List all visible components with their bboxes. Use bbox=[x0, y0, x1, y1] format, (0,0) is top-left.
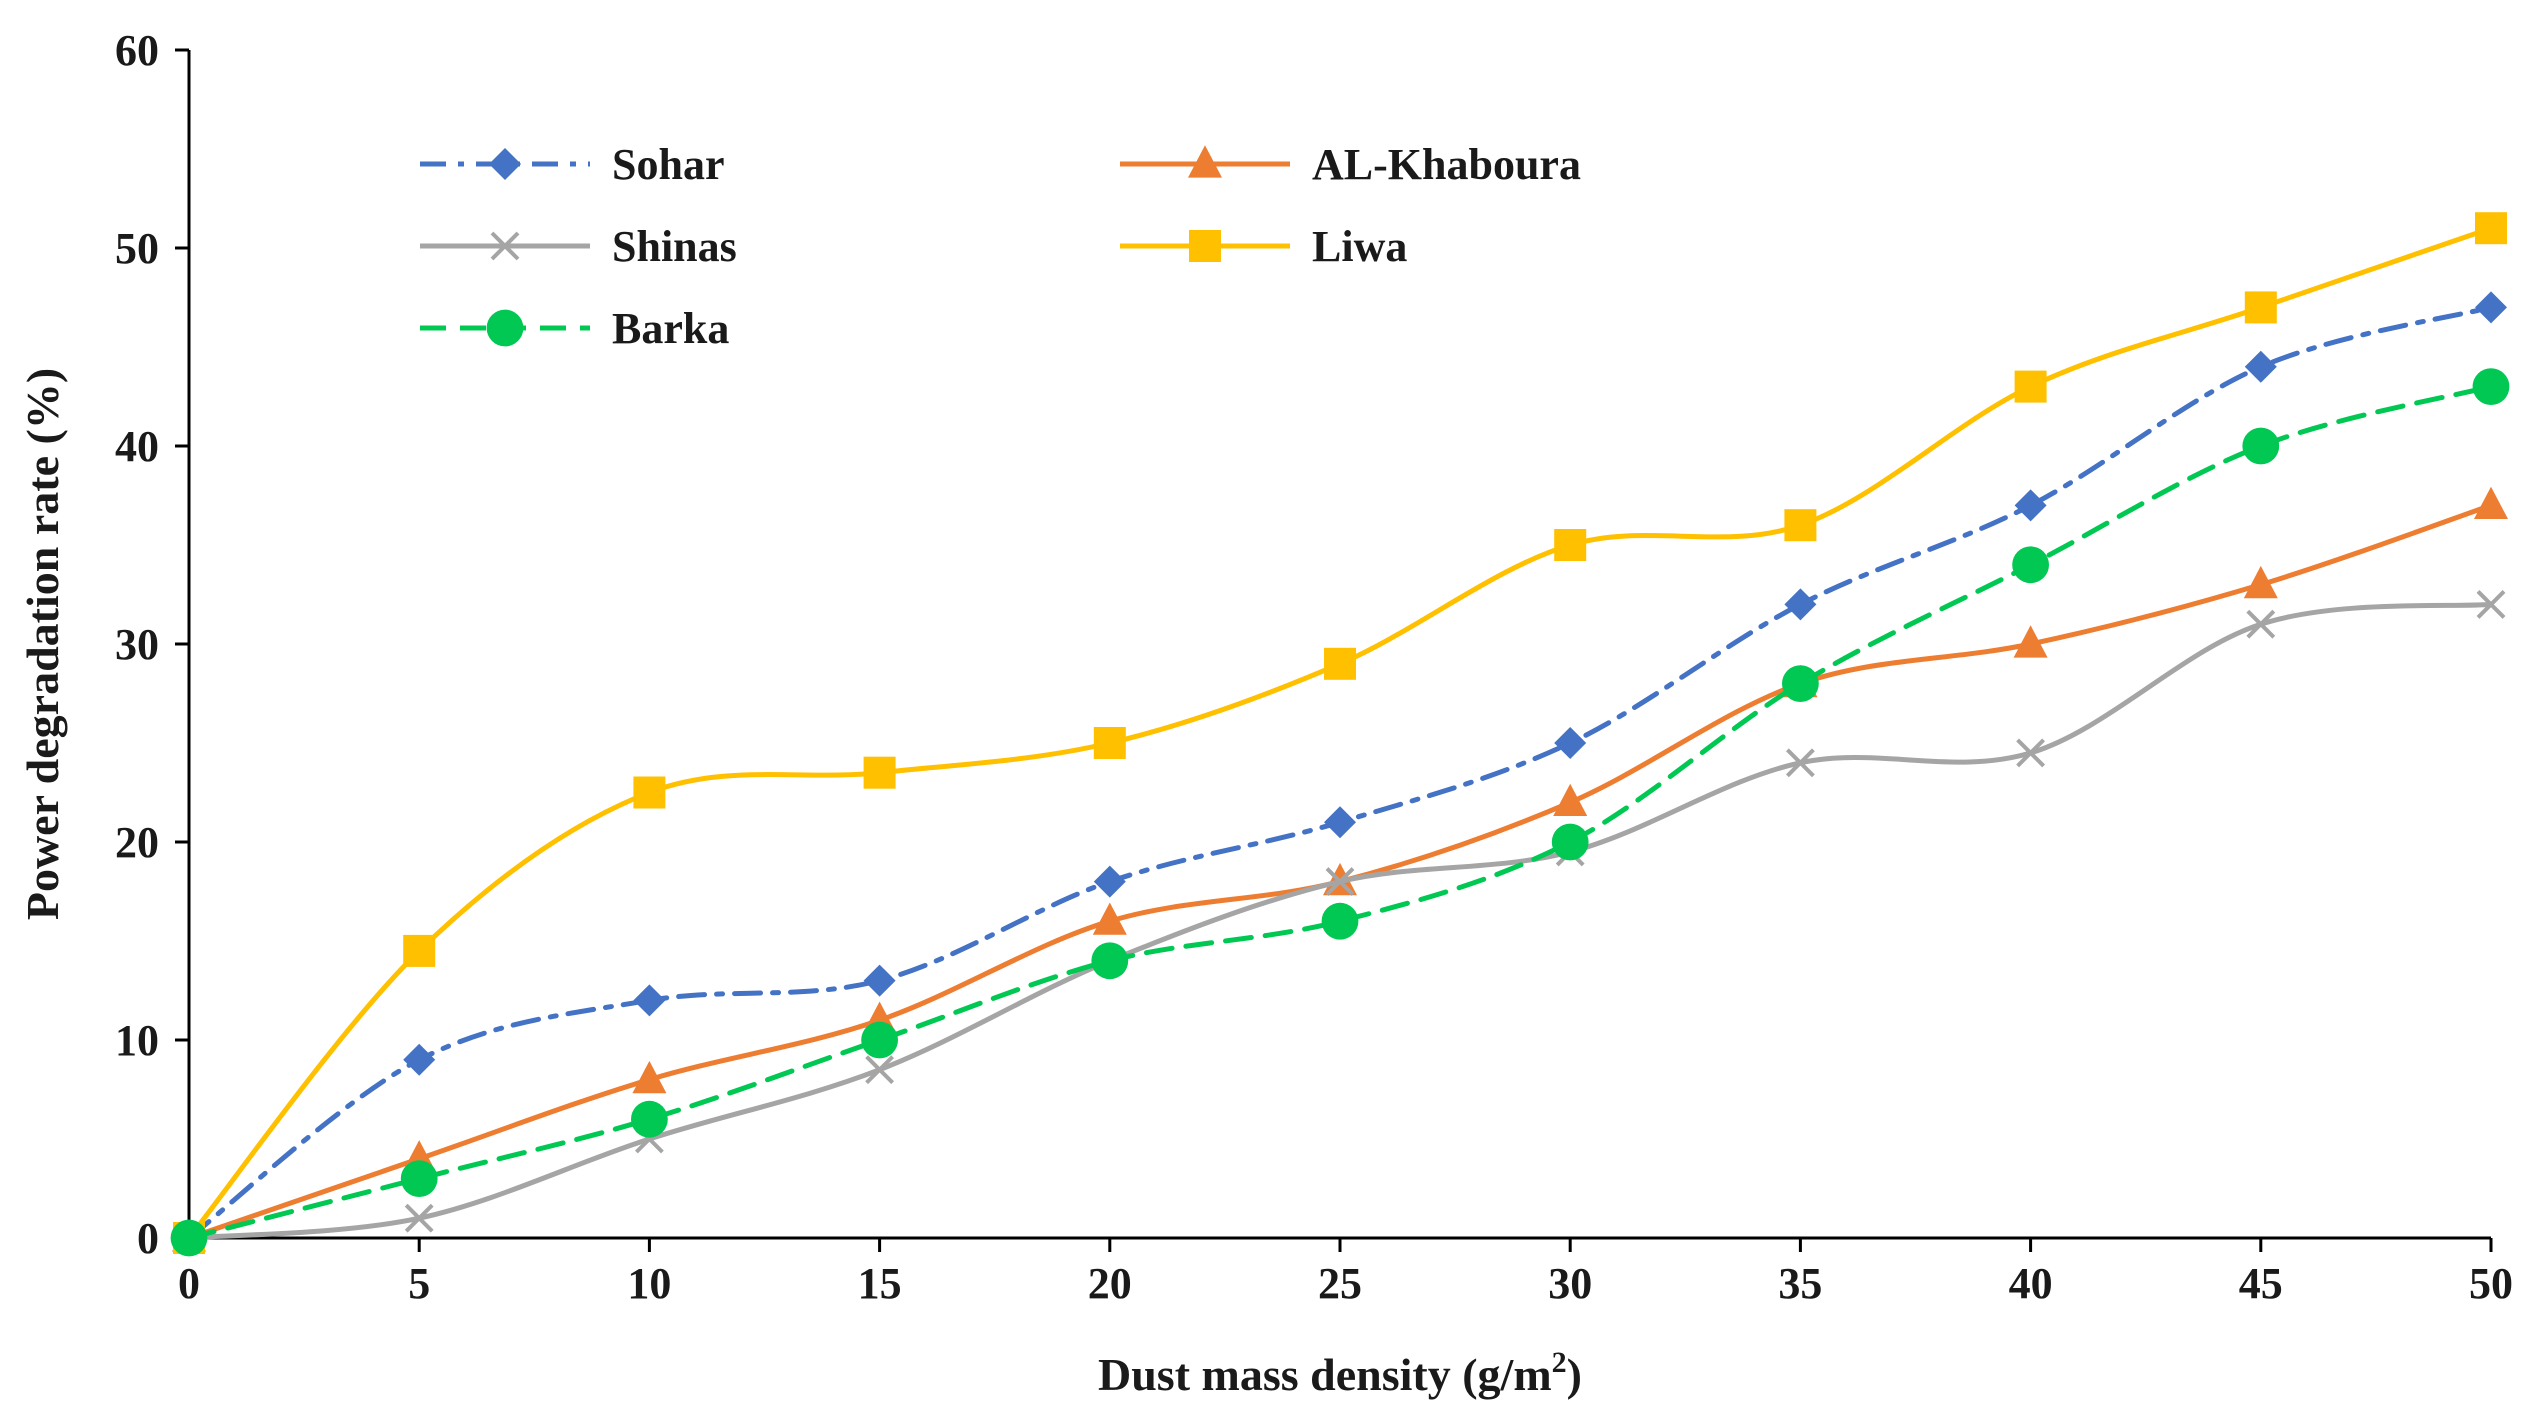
x-tick-label: 30 bbox=[1548, 1259, 1592, 1308]
y-tick-label: 0 bbox=[137, 1214, 159, 1263]
legend-marker bbox=[489, 148, 521, 180]
series-line bbox=[186, 225, 2494, 1241]
legend-marker bbox=[490, 231, 520, 261]
legend-label: Shinas bbox=[612, 222, 737, 271]
y-tick-label: 50 bbox=[115, 224, 159, 273]
data-point bbox=[2013, 625, 2048, 658]
data-point bbox=[1324, 806, 1356, 839]
data-point bbox=[2014, 370, 2047, 403]
data-point bbox=[2475, 212, 2507, 245]
data-point bbox=[2475, 291, 2507, 324]
legend-marker bbox=[1189, 230, 1221, 262]
data-point bbox=[1782, 665, 1819, 702]
data-point bbox=[2242, 427, 2280, 465]
data-point bbox=[861, 1021, 898, 1059]
x-ticks: 0 5 10 15 20 25 30 35 40 45 50 bbox=[178, 1238, 2513, 1308]
x-tick-label: 50 bbox=[2469, 1259, 2513, 1308]
y-tick-label: 10 bbox=[115, 1016, 159, 1065]
data-point bbox=[1324, 647, 1356, 680]
x-axis-title-main: Dust mass density (g/m bbox=[1098, 1349, 1552, 1400]
x-axis-title-end: ) bbox=[1567, 1349, 1582, 1400]
legend-label: AL-Khaboura bbox=[1312, 140, 1581, 189]
legend-marker bbox=[486, 309, 524, 347]
legend: Sohar AL-Khaboura Shinas Liwa Barka bbox=[420, 140, 1581, 353]
data-point bbox=[631, 1100, 668, 1138]
y-ticks: 0 10 20 30 40 50 60 bbox=[115, 26, 189, 1263]
data-point bbox=[1093, 727, 1126, 759]
data-point bbox=[400, 1160, 438, 1197]
legend-item: AL-Khaboura bbox=[1120, 140, 1581, 189]
data-point bbox=[1553, 783, 1588, 816]
x-tick-label: 15 bbox=[858, 1259, 902, 1308]
data-point bbox=[2012, 546, 2049, 584]
series-line bbox=[186, 304, 2494, 1241]
data-point bbox=[1321, 902, 1359, 940]
x-tick-label: 5 bbox=[408, 1259, 430, 1308]
data-point bbox=[863, 756, 896, 789]
y-tick-label: 40 bbox=[115, 422, 159, 471]
x-tick-label: 0 bbox=[178, 1259, 200, 1308]
legend-label: Barka bbox=[612, 304, 729, 353]
data-point bbox=[2014, 489, 2047, 522]
data-point bbox=[633, 984, 666, 1017]
x-tick-label: 35 bbox=[1778, 1259, 1822, 1308]
data-point bbox=[2246, 609, 2276, 639]
data-point bbox=[403, 934, 436, 967]
legend-item: Barka bbox=[420, 304, 729, 353]
x-tick-label: 45 bbox=[2239, 1259, 2283, 1308]
series-sohar bbox=[173, 291, 2507, 1254]
data-point bbox=[1093, 865, 1126, 898]
series-barka bbox=[170, 368, 2510, 1257]
data-point bbox=[2472, 368, 2510, 405]
series-al-khaboura bbox=[172, 486, 2508, 1252]
x-tick-label: 20 bbox=[1088, 1259, 1132, 1308]
y-axis-title: Power degradation rate (%) bbox=[17, 368, 68, 920]
data-point bbox=[2474, 486, 2508, 519]
data-point bbox=[1091, 942, 1129, 980]
data-point bbox=[1554, 529, 1587, 561]
legend-label: Sohar bbox=[612, 140, 724, 189]
x-tick-label: 40 bbox=[2009, 1259, 2053, 1308]
data-point bbox=[863, 964, 896, 997]
x-axis-title: Dust mass density (g/m2) bbox=[1098, 1346, 1582, 1400]
data-point bbox=[404, 1203, 434, 1233]
data-point bbox=[1325, 867, 1355, 897]
x-axis-title-superscript: 2 bbox=[1552, 1346, 1567, 1379]
data-point bbox=[1092, 902, 1127, 935]
data-point bbox=[1784, 509, 1817, 542]
data-point bbox=[2244, 350, 2277, 383]
y-tick-label: 30 bbox=[115, 620, 159, 669]
data-point bbox=[1551, 823, 1589, 861]
data-point bbox=[1784, 588, 1817, 621]
data-point bbox=[2476, 589, 2506, 619]
legend-marker bbox=[1188, 145, 1222, 178]
legend-item: Liwa bbox=[1120, 222, 1407, 271]
data-point bbox=[632, 1060, 667, 1094]
data-point bbox=[1554, 727, 1587, 759]
data-point bbox=[2244, 291, 2277, 324]
series-liwa bbox=[173, 212, 2507, 1254]
data-point bbox=[2016, 738, 2046, 768]
data-point bbox=[2243, 565, 2278, 599]
y-tick-label: 60 bbox=[115, 26, 159, 75]
data-point bbox=[633, 776, 666, 809]
y-tick-label: 20 bbox=[115, 818, 159, 867]
legend-item: Shinas bbox=[420, 222, 737, 271]
data-point bbox=[865, 1055, 895, 1085]
legend-item: Sohar bbox=[420, 140, 724, 189]
x-tick-label: 10 bbox=[627, 1259, 671, 1308]
data-point bbox=[1785, 748, 1815, 778]
data-point bbox=[170, 1219, 208, 1257]
data-point bbox=[403, 1043, 436, 1076]
series-layer bbox=[170, 212, 2510, 1257]
x-tick-label: 25 bbox=[1318, 1259, 1362, 1308]
legend-label: Liwa bbox=[1312, 222, 1407, 271]
